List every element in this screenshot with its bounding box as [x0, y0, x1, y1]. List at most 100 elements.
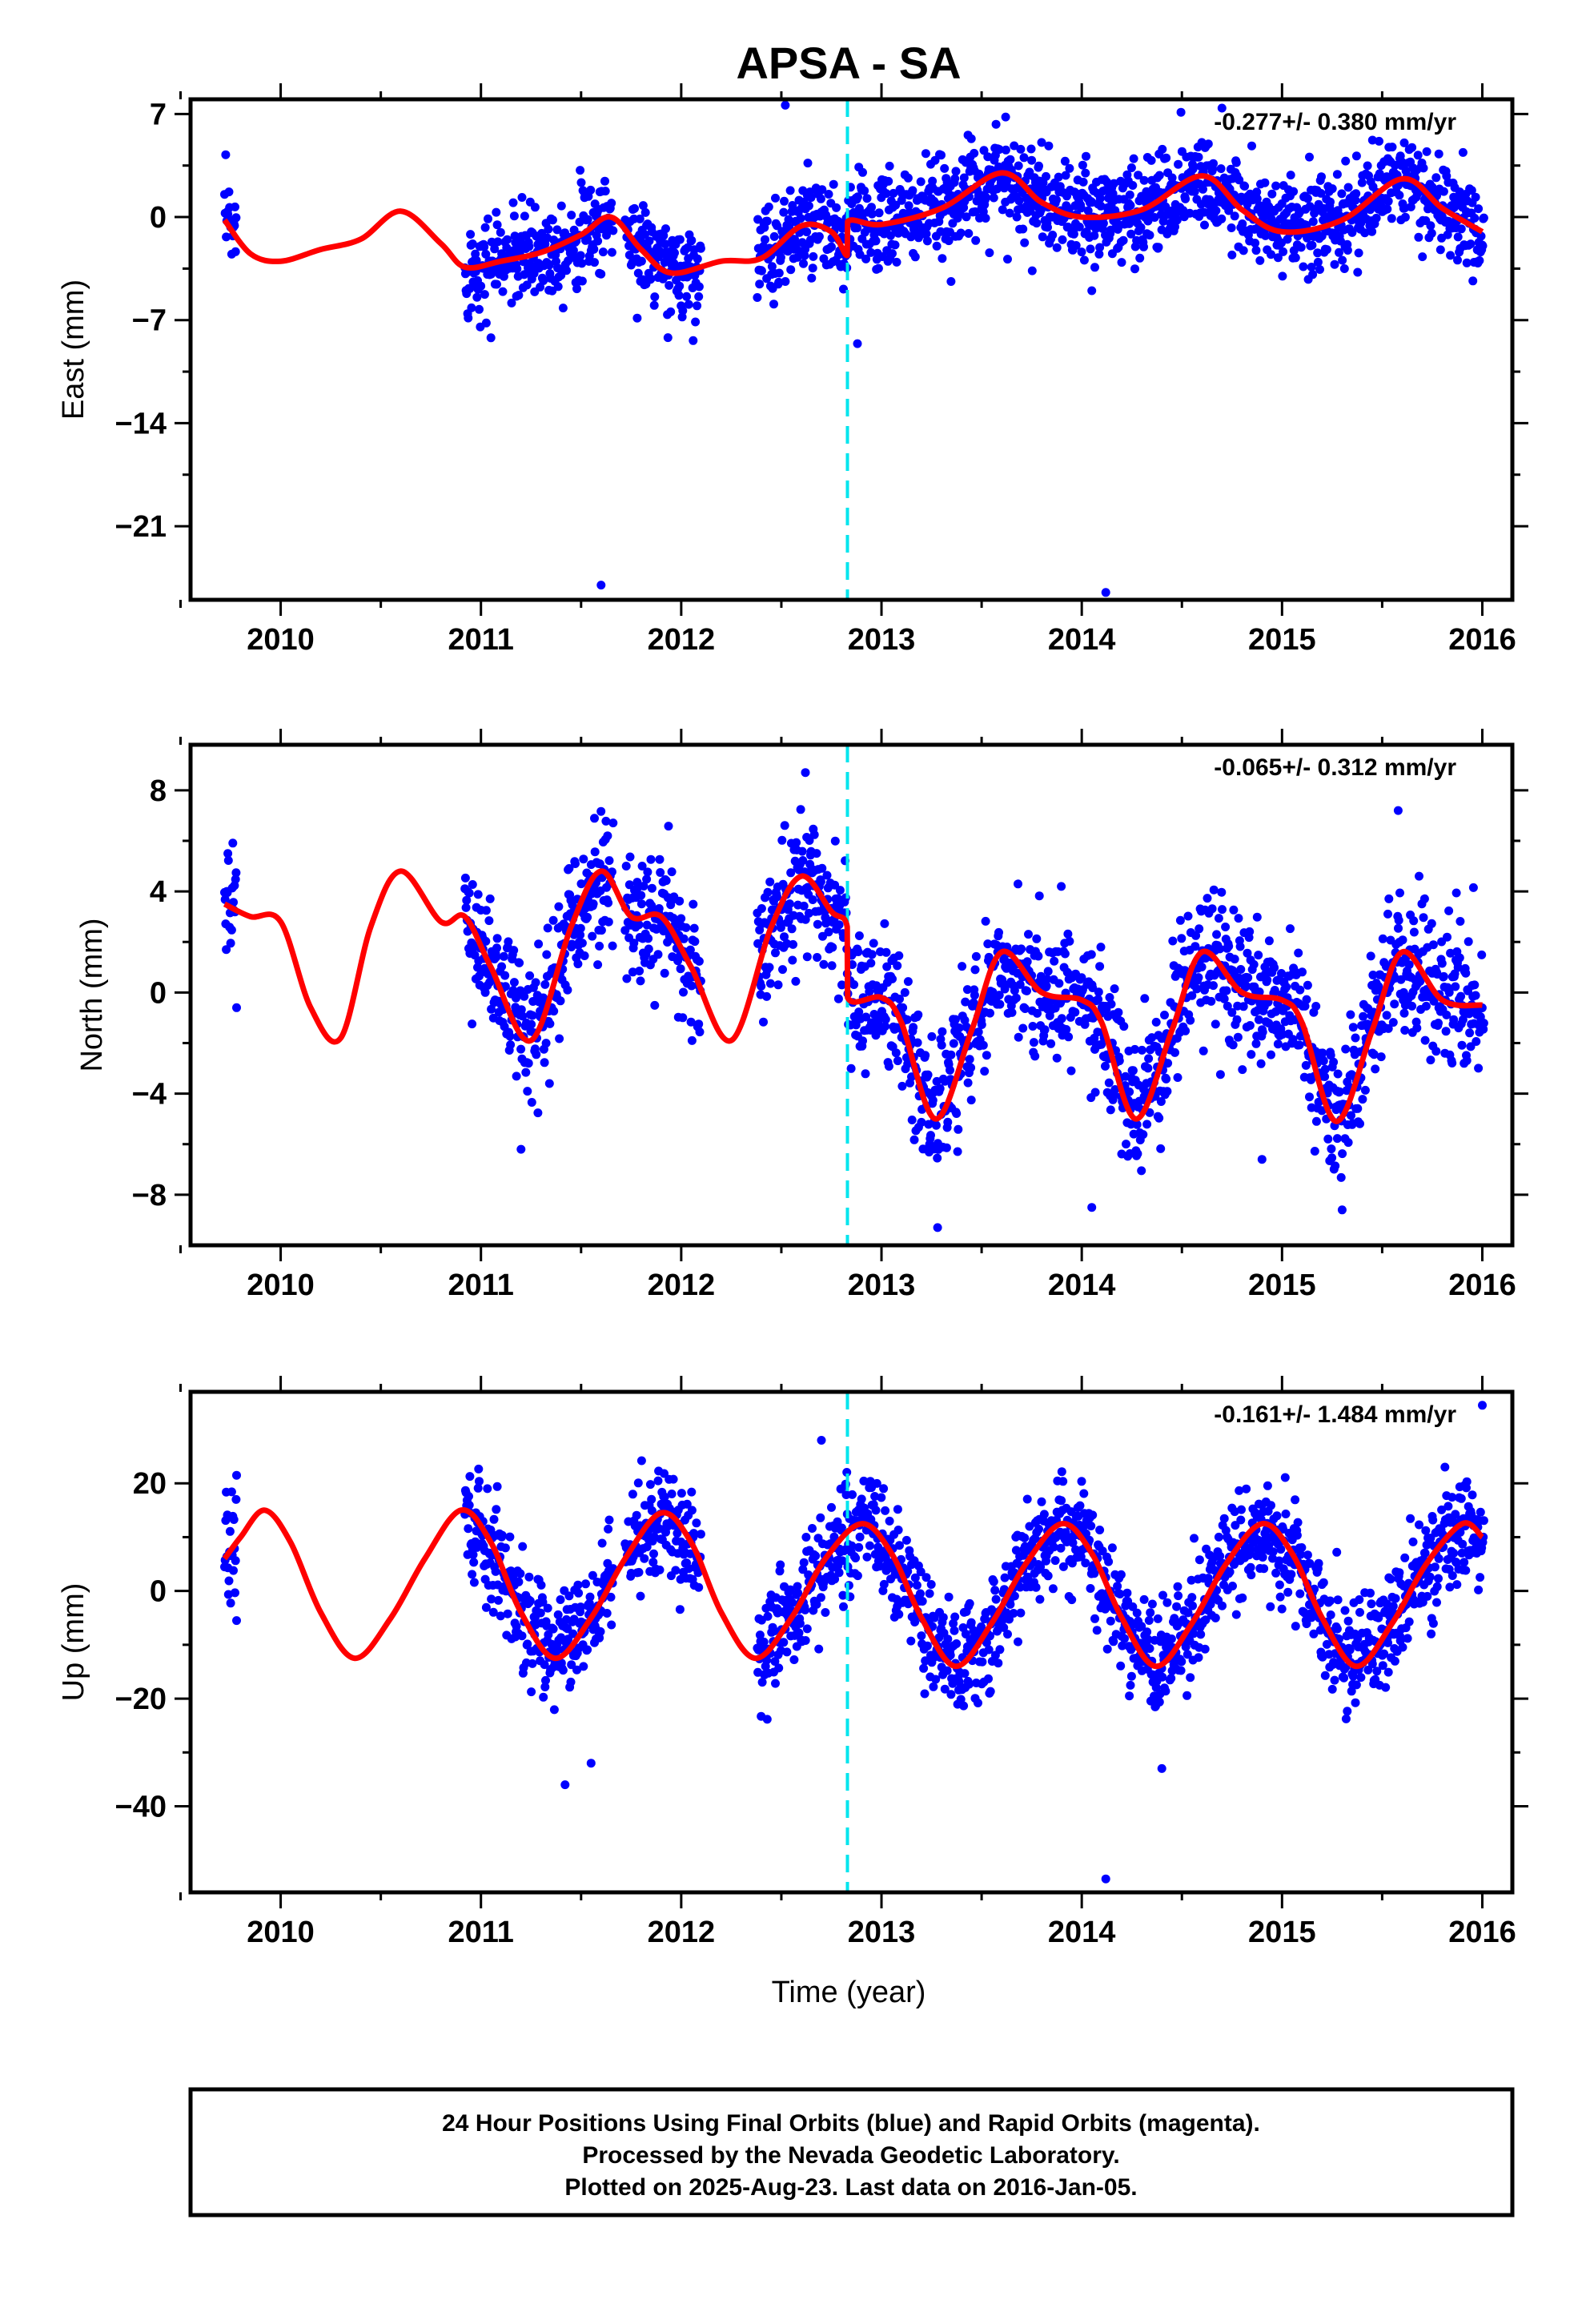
outlier-point — [516, 1144, 526, 1154]
data-point — [1034, 161, 1043, 171]
data-point — [1086, 1584, 1095, 1593]
data-point — [558, 304, 568, 313]
data-point — [1048, 231, 1058, 239]
data-point — [579, 854, 588, 864]
data-point — [1222, 986, 1231, 995]
data-point — [1264, 936, 1274, 946]
data-point — [588, 899, 598, 909]
data-point — [921, 1051, 930, 1060]
data-point — [946, 1690, 956, 1699]
data-point — [1014, 1032, 1023, 1042]
data-point — [1162, 153, 1171, 163]
data-point — [858, 1036, 867, 1046]
data-point — [1240, 182, 1250, 191]
data-point — [774, 1663, 784, 1673]
data-point — [1337, 189, 1347, 199]
data-point — [1196, 1630, 1206, 1639]
data-point — [1209, 981, 1218, 991]
data-point — [1022, 1494, 1032, 1504]
data-point — [1245, 1021, 1255, 1030]
data-point — [223, 856, 233, 865]
data-point — [679, 934, 689, 943]
data-point — [1295, 985, 1305, 995]
data-point — [507, 298, 516, 308]
data-point — [1273, 253, 1283, 263]
data-point — [1310, 1147, 1319, 1156]
data-point — [504, 937, 513, 947]
data-point — [1039, 1510, 1049, 1519]
data-point — [1247, 141, 1256, 151]
data-point — [1110, 1085, 1120, 1094]
outlier-point — [1217, 103, 1227, 113]
data-point — [661, 239, 670, 249]
data-point — [689, 1529, 698, 1538]
data-point — [1132, 1608, 1142, 1618]
data-point — [1214, 914, 1223, 923]
data-point — [1207, 904, 1217, 914]
data-point — [485, 894, 495, 903]
data-point — [928, 1096, 938, 1105]
outlier-point — [1393, 806, 1403, 815]
data-point — [1116, 1661, 1126, 1671]
data-point — [1097, 1039, 1106, 1049]
data-point — [1064, 1032, 1074, 1042]
data-point — [480, 987, 490, 997]
data-point — [765, 963, 774, 972]
data-point — [776, 1560, 785, 1570]
data-points — [220, 100, 1488, 597]
data-point — [821, 1608, 830, 1617]
data-point — [944, 236, 954, 246]
data-point — [1092, 1626, 1102, 1635]
data-point — [1252, 194, 1262, 203]
data-point — [971, 235, 981, 245]
data-point — [1057, 1014, 1066, 1023]
data-point — [780, 196, 789, 206]
data-point — [1081, 1558, 1090, 1568]
data-point — [1066, 1066, 1076, 1076]
data-point — [1035, 1594, 1045, 1604]
data-point — [927, 1031, 937, 1041]
data-point — [1406, 202, 1415, 211]
data-point — [1317, 1106, 1327, 1116]
data-point — [509, 978, 519, 987]
data-point — [1122, 1140, 1130, 1149]
data-point — [1227, 223, 1236, 232]
data-point — [1217, 887, 1227, 897]
data-point — [950, 1015, 960, 1024]
data-point — [1138, 1130, 1148, 1140]
data-point — [1139, 1594, 1149, 1604]
data-point — [1195, 924, 1204, 934]
data-point — [1218, 1601, 1227, 1610]
data-point — [838, 1590, 848, 1600]
data-point — [950, 174, 960, 183]
data-point — [684, 300, 693, 309]
data-point — [1199, 207, 1209, 217]
data-point — [965, 1598, 974, 1608]
data-point — [857, 1494, 866, 1504]
data-point — [1346, 1010, 1355, 1019]
data-point — [1239, 1002, 1248, 1011]
data-point — [970, 965, 980, 975]
data-point — [1114, 1007, 1123, 1017]
x-tick-label: 2013 — [848, 1269, 916, 1302]
data-point — [1078, 177, 1088, 187]
data-point — [1154, 243, 1163, 252]
data-point — [496, 1611, 505, 1621]
data-point — [1478, 241, 1488, 251]
data-point — [1307, 240, 1317, 250]
data-point — [596, 926, 606, 935]
data-point — [884, 176, 893, 186]
data-point — [1296, 243, 1306, 252]
data-point — [1014, 161, 1023, 171]
data-point — [590, 258, 599, 267]
data-point — [1082, 151, 1090, 161]
data-point — [659, 231, 669, 240]
data-point — [986, 1687, 995, 1696]
data-point — [223, 849, 233, 858]
data-point — [822, 870, 832, 880]
data-point — [1347, 227, 1357, 237]
data-point — [1135, 253, 1145, 263]
outlier-point — [1101, 588, 1110, 597]
data-point — [562, 266, 571, 275]
data-point — [564, 864, 574, 873]
